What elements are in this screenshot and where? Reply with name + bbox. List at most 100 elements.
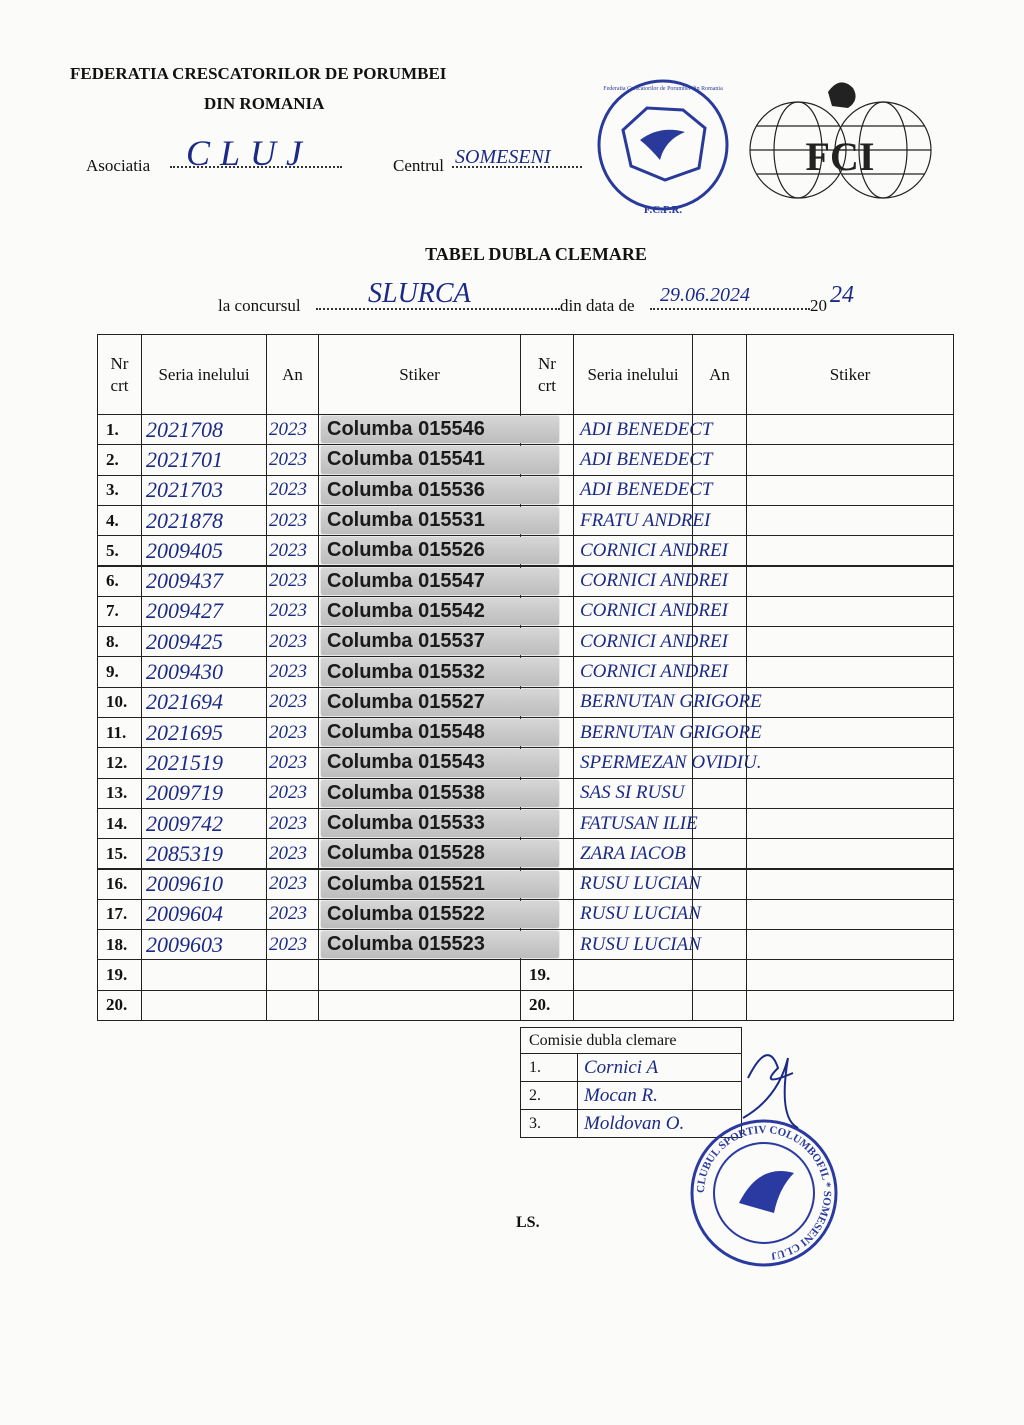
logo-ring	[597, 79, 729, 211]
row-number: 11.	[97, 717, 142, 749]
sticker-cell	[746, 565, 954, 597]
member-name: Mocan R.	[577, 1081, 742, 1110]
title: TABEL DUBLA CLEMARE	[425, 244, 647, 264]
ring-serial	[141, 989, 267, 1021]
sticker: Columba 015548	[321, 719, 559, 747]
ring-serial: 2085319	[141, 838, 267, 870]
ring-serial: 2009425	[141, 626, 267, 658]
year-cell	[692, 777, 747, 809]
ring-serial: 2021694	[141, 686, 267, 718]
sticker-cell	[746, 656, 954, 688]
year-cell	[692, 898, 747, 931]
date-label: din data de	[560, 296, 635, 315]
year-cell	[692, 626, 747, 658]
row-number: 12.	[97, 747, 142, 779]
year-cell	[692, 807, 747, 840]
column-header: Stiker	[746, 334, 954, 415]
owner-name: BERNUTAN GRIGORE	[573, 686, 762, 718]
owner-name: RUSU LUCIAN	[573, 929, 701, 961]
row-number: 4.	[97, 504, 142, 537]
sticker: Columba 015536	[321, 476, 559, 504]
row-number: 3.	[97, 474, 142, 506]
ring-year: 2023	[266, 777, 319, 809]
owner-name: BERNUTAN GRIGORE	[573, 717, 762, 749]
member-number: 3.	[520, 1109, 578, 1138]
committee-title: Comisie dubla clemare	[520, 1027, 742, 1054]
sticker-cell	[318, 989, 521, 1021]
ring-serial: 2021708	[141, 414, 267, 446]
owner-name: ADI BENEDECT	[573, 444, 712, 476]
contest-label: la concursul	[218, 296, 301, 315]
date-value: 29.06.2024	[660, 284, 750, 306]
sticker: Columba 015526	[321, 537, 559, 565]
owner-name: RUSU LUCIAN	[573, 898, 701, 931]
sticker: Columba 015546	[321, 416, 559, 444]
owner-name	[573, 959, 693, 991]
sticker: Columba 015532	[321, 658, 559, 686]
association-value: CLUJ	[186, 133, 313, 173]
ring-serial: 2021519	[141, 747, 267, 779]
year-cell	[692, 989, 747, 1021]
dotted-line	[452, 166, 582, 168]
ring-serial: 2021695	[141, 717, 267, 749]
ring-serial: 2009742	[141, 807, 267, 840]
owner-name: CORNICI ANDREI	[573, 595, 728, 628]
row-number: 7.	[97, 595, 142, 628]
contest-value: SLURCA	[368, 278, 471, 309]
ring-year	[266, 989, 319, 1021]
org-line1: FEDERATIA CRESCATORILOR DE PORUMBEI	[70, 64, 447, 83]
dotted-line	[170, 166, 342, 168]
sticker: Columba 015533	[321, 809, 559, 838]
ring-serial: 2009604	[141, 898, 267, 931]
ring-serial: 2009603	[141, 929, 267, 961]
fcpr-text: Federatia Crescatorilor de Porumbei din …	[603, 86, 723, 92]
logo-bird	[640, 129, 685, 160]
row-number: 18.	[97, 929, 142, 961]
year-cell	[692, 504, 747, 537]
owner-name: CORNICI ANDREI	[573, 656, 728, 688]
sticker-cell	[746, 444, 954, 476]
ring-serial: 2009610	[141, 868, 267, 900]
ring-year	[266, 959, 319, 991]
column-header: An	[266, 334, 319, 415]
stamp: CLUBUL SPORTIV COLUMBOFIL * SOMESENI CLU…	[690, 1119, 838, 1267]
year-cell	[692, 535, 747, 567]
column-header: Nr crt	[520, 334, 574, 415]
ring-year: 2023	[266, 626, 319, 658]
year-cell	[692, 414, 747, 446]
sticker-cell	[746, 474, 954, 506]
ring-year: 2023	[266, 717, 319, 749]
ring-year: 2023	[266, 868, 319, 900]
row-number: 19.	[520, 959, 574, 991]
owner-name: CORNICI ANDREI	[573, 565, 728, 597]
row-number: 14.	[97, 807, 142, 840]
sticker-cell	[746, 868, 954, 900]
column-header: Seria inelului	[141, 334, 267, 415]
owner-name: CORNICI ANDREI	[573, 535, 728, 567]
sticker-cell	[746, 807, 954, 840]
ring-serial: 2021701	[141, 444, 267, 476]
ring-year: 2023	[266, 444, 319, 476]
fci-text: FCI	[806, 134, 875, 179]
year-cell	[692, 717, 747, 749]
sticker-cell	[746, 686, 954, 718]
ring-serial: 2009437	[141, 565, 267, 597]
ring-year: 2023	[266, 807, 319, 840]
sticker: Columba 015543	[321, 749, 559, 777]
ring-year: 2023	[266, 504, 319, 537]
ring-year: 2023	[266, 838, 319, 870]
sticker: Columba 015531	[321, 506, 559, 535]
row-number: 9.	[97, 656, 142, 688]
ring-year: 2023	[266, 565, 319, 597]
row-number: 1.	[97, 414, 142, 446]
sticker-cell	[746, 504, 954, 537]
ring-serial	[141, 959, 267, 991]
sticker: Columba 015522	[321, 900, 559, 929]
sticker: Columba 015523	[321, 931, 559, 959]
ring-year: 2023	[266, 898, 319, 931]
sticker-cell	[746, 535, 954, 567]
owner-name	[573, 989, 693, 1021]
fci-bird	[828, 82, 856, 108]
owner-name: FATUSAN ILIE	[573, 807, 698, 840]
ring-year: 2023	[266, 474, 319, 506]
